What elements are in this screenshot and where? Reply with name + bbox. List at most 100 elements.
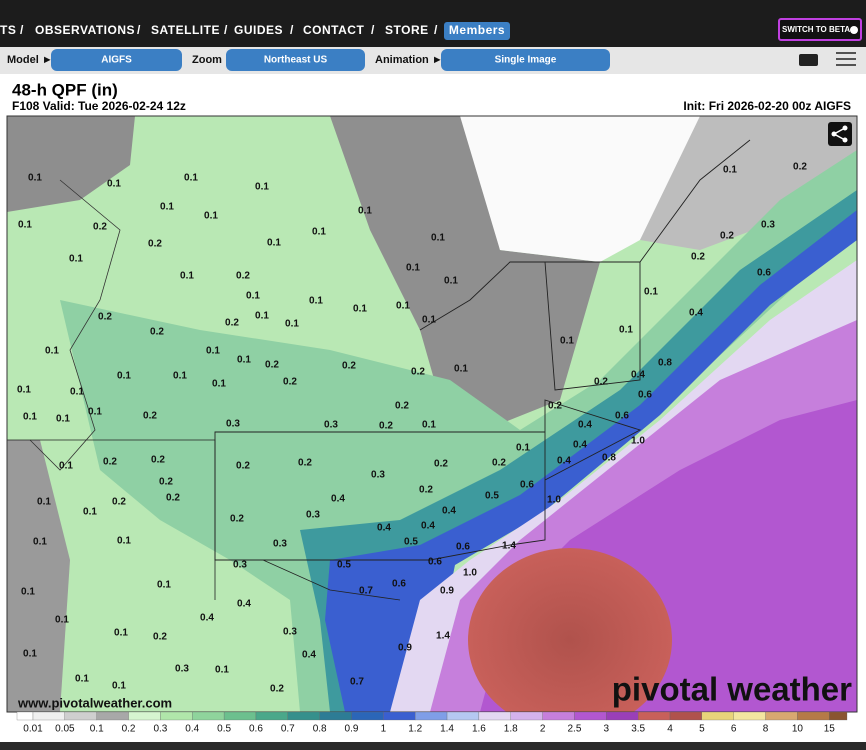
qpf-label: 0.4 xyxy=(331,494,345,505)
colorbar-swatch xyxy=(255,711,288,721)
qpf-label: 0.1 xyxy=(69,254,83,265)
qpf-label: 0.6 xyxy=(428,557,442,568)
colorbar-swatch xyxy=(96,711,129,721)
colorbar-label: 0.1 xyxy=(90,724,104,735)
qpf-label: 0.4 xyxy=(631,370,645,381)
nav-link[interactable]: GUIDES xyxy=(234,23,283,37)
website: www.pivotalweather.com xyxy=(17,695,172,710)
members-label[interactable]: Members xyxy=(449,23,505,37)
members-button[interactable] xyxy=(444,22,510,40)
qpf-label: 0.1 xyxy=(215,665,229,676)
colorbar-label: 3.5 xyxy=(631,724,645,735)
qpf-label: 0.8 xyxy=(602,453,616,464)
qpf-label: 0.1 xyxy=(422,315,436,326)
qpf-label: 0.9 xyxy=(398,643,412,654)
colorbar-swatch xyxy=(829,711,848,721)
qpf-label: 0.1 xyxy=(454,364,468,375)
qpf-label: 0.1 xyxy=(160,202,174,213)
nav-separator: / xyxy=(137,23,141,37)
beta-button[interactable] xyxy=(778,18,862,41)
dropdown[interactable] xyxy=(51,49,182,71)
colorbar-label: 0.7 xyxy=(281,724,295,735)
colorbar-label: 0.4 xyxy=(185,724,199,735)
qpf-label: 0.1 xyxy=(237,355,251,366)
valid-time: F108 Valid: Tue 2026-02-24 12z xyxy=(12,99,186,113)
qpf-label: 0.3 xyxy=(324,420,338,431)
colorbar-swatch xyxy=(542,711,575,721)
qpf-label: 0.4 xyxy=(689,308,703,319)
qpf-label: 0.1 xyxy=(112,681,126,692)
colorbar-swatch xyxy=(32,711,66,721)
colorbar-label: 6 xyxy=(731,724,737,735)
qpf-label: 0.1 xyxy=(83,507,97,518)
qpf-label: 0.3 xyxy=(371,470,385,481)
colorbar-swatch xyxy=(765,711,798,721)
qpf-label: 0.5 xyxy=(404,537,418,548)
colorbar-swatch xyxy=(160,711,193,721)
dropdown[interactable] xyxy=(441,49,610,71)
qpf-label: 0.2 xyxy=(148,239,162,250)
nav-link[interactable]: STORE xyxy=(385,23,429,37)
qpf-label: 0.9 xyxy=(440,586,454,597)
qpf-label: 0.1 xyxy=(28,173,42,184)
qpf-label: 0.1 xyxy=(114,628,128,639)
qpf-label: 0.3 xyxy=(761,220,775,231)
keyboard-icon[interactable] xyxy=(799,54,818,66)
dropdown-value[interactable]: Single Image xyxy=(495,55,557,66)
colorbar-swatch xyxy=(638,711,671,721)
colorbar-swatch xyxy=(733,711,766,721)
nav-link[interactable]: TS xyxy=(0,23,16,37)
qpf-label: 0.6 xyxy=(520,480,534,491)
colorbar-label: 0.8 xyxy=(313,724,327,735)
nav-link[interactable]: CONTACT xyxy=(303,23,364,37)
qpf-label: 0.6 xyxy=(638,390,652,401)
qpf-label: 0.1 xyxy=(59,461,73,472)
colorbar-swatch xyxy=(797,711,830,721)
dropdown[interactable] xyxy=(226,49,365,71)
nav-link[interactable]: SATELLITE xyxy=(151,23,220,37)
map-title: 48-h QPF (in) xyxy=(12,80,118,99)
qpf-label: 0.1 xyxy=(309,296,323,307)
qpf-label: 0.4 xyxy=(377,523,391,534)
colorbar-label: 1.4 xyxy=(440,724,454,735)
qpf-label: 0.2 xyxy=(691,252,705,263)
qpf-label: 0.1 xyxy=(23,649,37,660)
colorbar-swatch xyxy=(223,711,257,721)
map xyxy=(7,116,857,712)
qpf-label: 0.7 xyxy=(350,677,364,688)
qpf-label: 0.2 xyxy=(159,477,173,488)
colorbar-label: 4 xyxy=(667,724,673,735)
toolbar-label: Zoom ► xyxy=(192,54,236,66)
qpf-label: 0.1 xyxy=(184,173,198,184)
dropdown-value[interactable]: Northeast US xyxy=(264,55,328,66)
qpf-label: 0.2 xyxy=(230,514,244,525)
colorbar-label: 15 xyxy=(824,724,836,735)
nav-separator: / xyxy=(434,23,438,37)
qpf-label: 0.1 xyxy=(644,287,658,298)
qpf-label: 0.1 xyxy=(422,420,436,431)
qpf-label: 0.2 xyxy=(151,455,165,466)
nav-link[interactable]: OBSERVATIONS xyxy=(35,23,135,37)
colorbar-label: 0.6 xyxy=(249,724,263,735)
qpf-label: 1.0 xyxy=(631,436,645,447)
qpf-label: 0.2 xyxy=(270,684,284,695)
beta-label[interactable]: SWITCH TO BETA xyxy=(782,25,850,34)
qpf-label: 0.1 xyxy=(312,227,326,238)
qpf-label: 0.3 xyxy=(306,510,320,521)
qpf-label: 0.4 xyxy=(200,613,214,624)
colorbar-swatch xyxy=(351,711,384,721)
colorbar-swatch xyxy=(574,711,607,721)
colorbar-label: 5 xyxy=(699,724,705,735)
qpf-label: 0.1 xyxy=(206,346,220,357)
qpf-label: 0.2 xyxy=(419,485,433,496)
colorbar-label: 2.5 xyxy=(567,724,581,735)
qpf-label: 0.2 xyxy=(236,271,250,282)
qpf-label: 0.2 xyxy=(153,632,167,643)
dropdown-value[interactable]: AIGFS xyxy=(101,55,132,66)
qpf-label: 0.2 xyxy=(379,421,393,432)
qpf-label: 0.1 xyxy=(396,301,410,312)
qpf-label: 0.8 xyxy=(658,358,672,369)
colorbar-swatch xyxy=(383,711,416,721)
qpf-label: 0.1 xyxy=(246,291,260,302)
